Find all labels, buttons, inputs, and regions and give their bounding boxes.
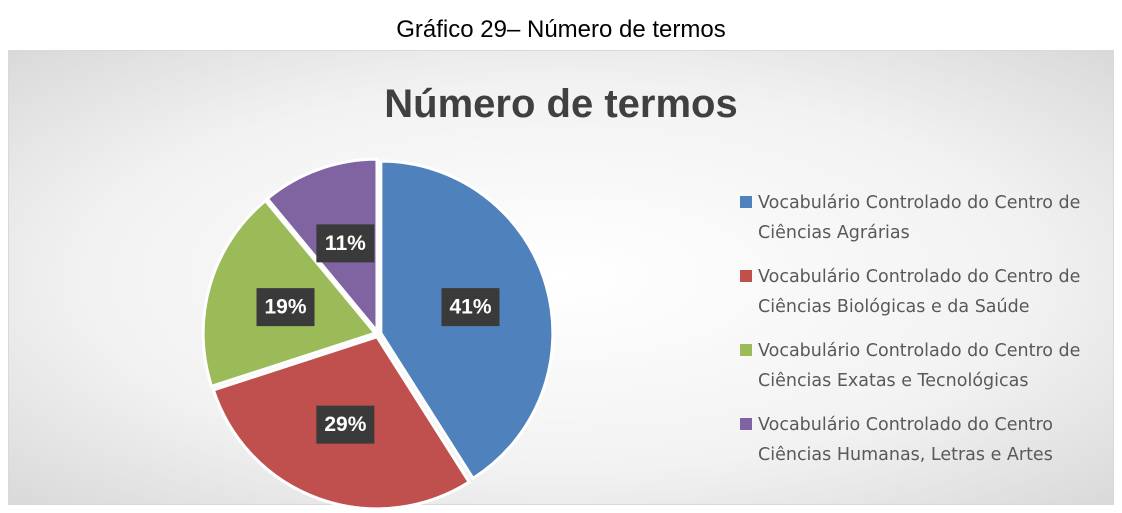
data-label-box <box>316 224 375 263</box>
legend-item: Vocabulário Controlado do Centro Ciência… <box>740 410 1100 470</box>
data-label: 29% <box>324 413 366 436</box>
data-label: 41% <box>449 296 491 319</box>
chart-title: Número de termos <box>384 82 737 126</box>
legend-item: Vocabulário Controlado do Centro de Ciên… <box>740 262 1100 322</box>
legend-label: Vocabulário Controlado do Centro de Ciên… <box>758 267 1081 317</box>
legend-item: Vocabulário Controlado do Centro de Ciên… <box>740 336 1100 396</box>
data-label-box <box>256 288 315 327</box>
legend-item: Vocabulário Controlado do Centro de Ciên… <box>740 188 1100 248</box>
data-label: 19% <box>264 296 306 319</box>
legend-label: Vocabulário Controlado do Centro Ciência… <box>758 415 1053 465</box>
legend-swatch <box>740 418 752 430</box>
data-label-box <box>316 405 375 444</box>
legend-label: Vocabulário Controlado do Centro de Ciên… <box>758 193 1081 243</box>
data-label: 11% <box>325 232 366 255</box>
legend-swatch <box>740 196 752 208</box>
data-label-box <box>441 288 500 327</box>
legend-swatch <box>740 344 752 356</box>
legend-label: Vocabulário Controlado do Centro de Ciên… <box>758 341 1081 391</box>
caption: Gráfico 29– Número de termos <box>396 16 726 43</box>
legend-swatch <box>740 270 752 282</box>
chart-area <box>8 50 1114 505</box>
legend: Vocabulário Controlado do Centro de Ciên… <box>740 188 1100 484</box>
